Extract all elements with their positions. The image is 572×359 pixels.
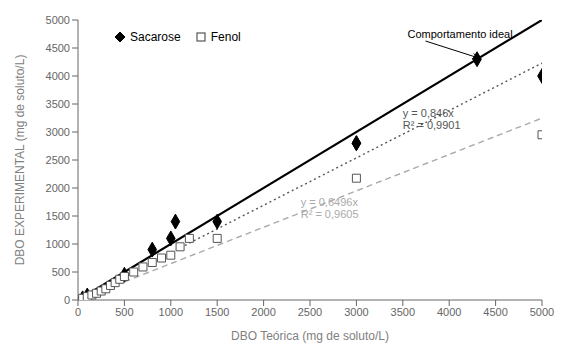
svg-text:DBO Teórica (mg de soluto/L): DBO Teórica (mg de soluto/L) bbox=[231, 329, 389, 343]
svg-text:4500: 4500 bbox=[46, 42, 70, 54]
svg-text:4500: 4500 bbox=[483, 306, 507, 318]
svg-text:y = 0,6496xR² = 0,9605: y = 0,6496xR² = 0,9605 bbox=[301, 196, 359, 220]
svg-text:5000: 5000 bbox=[530, 306, 554, 318]
html-text:Sacarose: Sacarose bbox=[130, 30, 181, 44]
svg-text:5000: 5000 bbox=[46, 14, 70, 26]
svg-text:1500: 1500 bbox=[46, 210, 70, 222]
svg-text:2000: 2000 bbox=[46, 182, 70, 194]
svg-text:3500: 3500 bbox=[46, 98, 70, 110]
svg-text:1000: 1000 bbox=[46, 238, 70, 250]
svg-text:2500: 2500 bbox=[46, 154, 70, 166]
svg-text:3500: 3500 bbox=[391, 306, 415, 318]
svg-text:1500: 1500 bbox=[205, 306, 229, 318]
svg-text:500: 500 bbox=[52, 266, 70, 278]
svg-text:500: 500 bbox=[115, 306, 133, 318]
svg-text:3000: 3000 bbox=[344, 306, 368, 318]
svg-text:2000: 2000 bbox=[251, 306, 275, 318]
svg-text:2500: 2500 bbox=[298, 306, 322, 318]
svg-text:Comportamento ideal: Comportamento ideal bbox=[407, 28, 512, 40]
svg-text:4000: 4000 bbox=[437, 306, 461, 318]
svg-text:3000: 3000 bbox=[46, 126, 70, 138]
svg-text:1000: 1000 bbox=[159, 306, 183, 318]
svg-text:4000: 4000 bbox=[46, 70, 70, 82]
svg-text:DBO EXPERIMENTAL (mg de soluto: DBO EXPERIMENTAL (mg de soluto/L) bbox=[13, 55, 27, 266]
svg-text:0: 0 bbox=[64, 294, 70, 306]
html-text:Fenol: Fenol bbox=[210, 30, 241, 44]
svg-text:0: 0 bbox=[75, 306, 81, 318]
svg-text:y = 0,846xR² = 0,9901: y = 0,846xR² = 0,9901 bbox=[403, 107, 461, 131]
